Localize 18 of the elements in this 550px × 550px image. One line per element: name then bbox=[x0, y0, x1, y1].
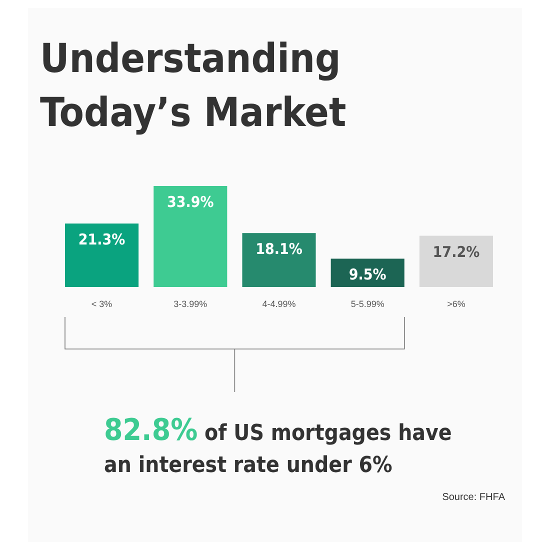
bar bbox=[330, 258, 404, 287]
bar bbox=[154, 186, 228, 287]
x-tick-label: 5-5.99% bbox=[350, 299, 384, 309]
x-tick-label: 3-3.99% bbox=[174, 299, 208, 309]
x-tick-label: < 3% bbox=[91, 299, 112, 309]
source-note: Source: FHFA bbox=[442, 492, 506, 503]
x-tick-label: 4-4.99% bbox=[262, 299, 296, 309]
chart-title: Understanding Today’s Market bbox=[40, 36, 346, 136]
data-label: 33.9% bbox=[166, 193, 214, 211]
x-tick-label: >6% bbox=[447, 299, 466, 309]
bar bbox=[65, 224, 139, 287]
data-label: 21.3% bbox=[78, 230, 126, 249]
bar bbox=[242, 233, 316, 287]
data-label: 17.2% bbox=[432, 242, 480, 261]
text: 82.8% of US mortgages have an interest rate under 6% bbox=[104, 413, 452, 478]
data-label: 18.1% bbox=[256, 240, 303, 258]
data-label: 9.5% bbox=[348, 266, 387, 284]
bar bbox=[419, 236, 493, 287]
